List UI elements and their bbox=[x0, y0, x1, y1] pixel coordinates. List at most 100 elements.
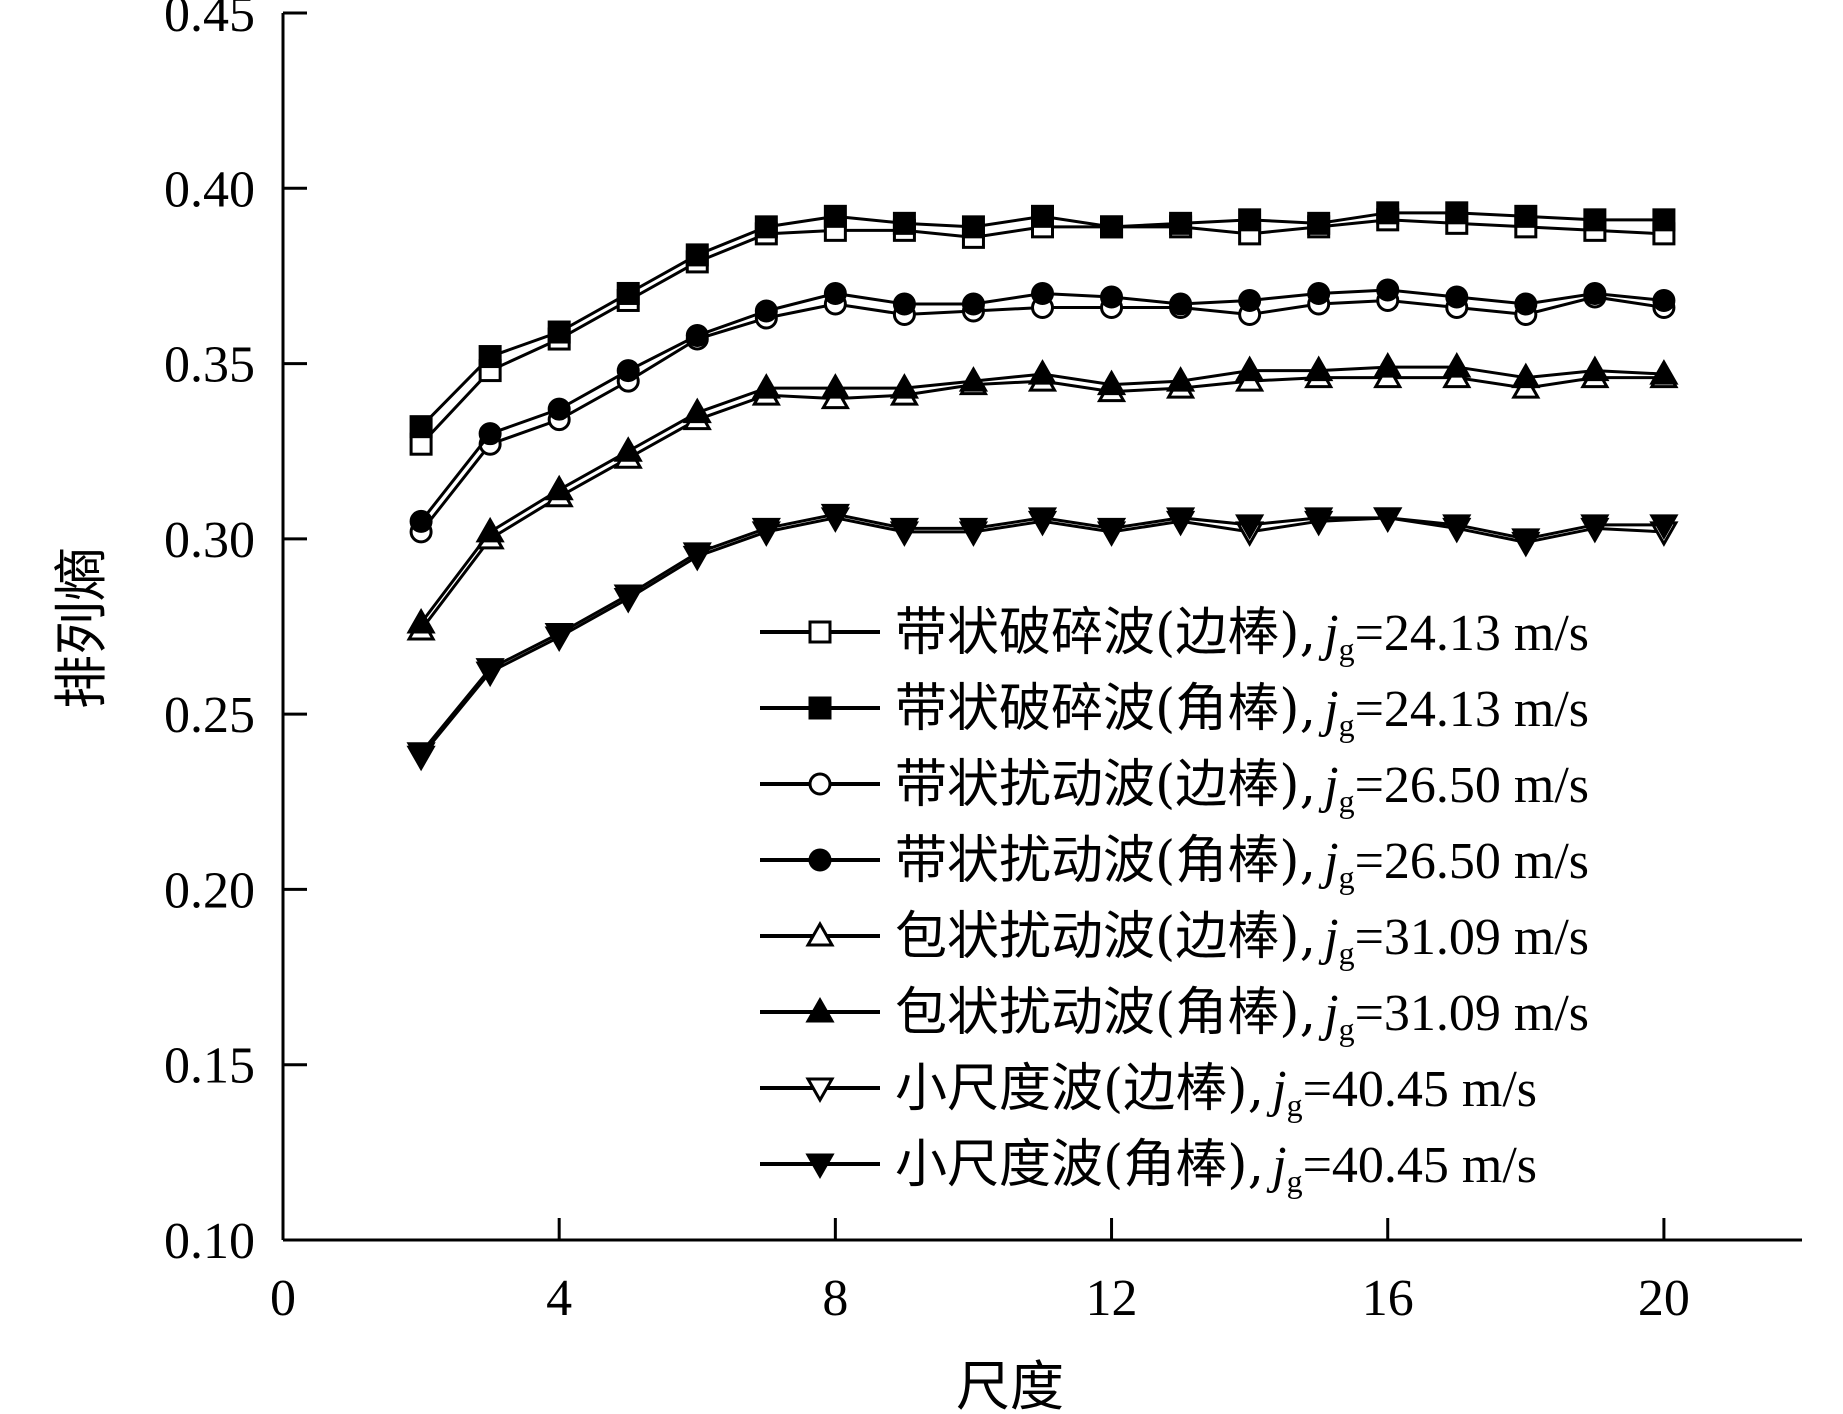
legend-jg-symbol: j bbox=[1318, 681, 1338, 738]
y-tick-label: 0.40 bbox=[164, 161, 255, 218]
legend-series-name: 带状破碎波(角棒), bbox=[895, 679, 1316, 739]
data-point bbox=[478, 345, 502, 369]
legend-item: 包状扰动波(边棒), jg=31.09 m/s bbox=[760, 907, 1589, 971]
series-line bbox=[419, 376, 1664, 631]
data-point bbox=[754, 299, 778, 323]
data-point bbox=[616, 281, 640, 305]
series-line bbox=[419, 295, 1665, 533]
data-point bbox=[1096, 517, 1127, 544]
legend-series-name: 带状扰动波(边棒), bbox=[895, 755, 1316, 815]
data-point bbox=[1583, 281, 1607, 305]
y-axis-label: 排列熵 bbox=[50, 547, 113, 709]
series-square-filled bbox=[409, 201, 1676, 439]
data-point bbox=[1376, 278, 1400, 302]
data-point bbox=[682, 397, 712, 424]
data-point bbox=[1442, 352, 1472, 378]
data-point bbox=[1031, 281, 1054, 305]
legend-jg-subscript: g bbox=[1339, 935, 1355, 971]
series-layer bbox=[406, 201, 1679, 772]
legend-label: 带状扰动波(边棒), jg=26.50 m/s bbox=[895, 755, 1589, 819]
data-point bbox=[1238, 288, 1262, 312]
data-point bbox=[1169, 211, 1193, 235]
legend-series-name: 包状扰动波(角棒), bbox=[895, 983, 1316, 1043]
legend-jg-symbol: j bbox=[1318, 985, 1338, 1042]
legend-jg-value: =24.13 m/s bbox=[1355, 681, 1589, 738]
data-point bbox=[961, 215, 985, 239]
data-point bbox=[685, 324, 709, 348]
legend-item: 带状扰动波(角棒), jg=26.50 m/s bbox=[760, 831, 1589, 895]
series-triangle-up-filled bbox=[406, 352, 1679, 634]
series-line bbox=[420, 211, 1664, 428]
legend-label: 包状扰动波(边棒), jg=31.09 m/s bbox=[895, 907, 1589, 971]
x-tick-label: 16 bbox=[1362, 1270, 1414, 1327]
x-tick-label: 8 bbox=[822, 1270, 848, 1327]
legend-item: 小尺度波(边棒), jg=40.45 m/s bbox=[760, 1059, 1537, 1123]
x-tick-label: 12 bbox=[1086, 1270, 1138, 1327]
data-point bbox=[1373, 507, 1403, 533]
data-point bbox=[613, 436, 643, 462]
data-point bbox=[1238, 208, 1262, 232]
legend-jg-symbol: j bbox=[1318, 909, 1338, 966]
legend-jg-value: =24.13 m/s bbox=[1355, 605, 1589, 662]
data-point bbox=[1376, 201, 1400, 225]
legend-series-name: 小尺度波(角棒), bbox=[895, 1135, 1264, 1195]
legend-jg-subscript: g bbox=[1339, 859, 1355, 895]
series-square-open bbox=[409, 208, 1676, 456]
legend-marker bbox=[805, 996, 835, 1023]
legend-jg-value: =40.45 m/s bbox=[1303, 1061, 1537, 1118]
data-point bbox=[1652, 208, 1676, 232]
data-point bbox=[1649, 514, 1679, 540]
data-point bbox=[892, 211, 916, 235]
data-point bbox=[823, 281, 847, 305]
legend-jg-symbol: j bbox=[1318, 757, 1338, 814]
data-point bbox=[406, 607, 436, 634]
legend-jg-subscript: g bbox=[1339, 707, 1355, 743]
legend-series-name: 带状破碎波(边棒), bbox=[895, 603, 1316, 663]
legend-item: 小尺度波(角棒), jg=40.45 m/s bbox=[760, 1135, 1537, 1199]
legend-jg-value: =26.50 m/s bbox=[1355, 757, 1589, 814]
data-point bbox=[1373, 352, 1403, 378]
data-point bbox=[961, 292, 985, 316]
data-point bbox=[958, 517, 989, 544]
legend-jg-symbol: j bbox=[1266, 1137, 1286, 1194]
data-point bbox=[475, 658, 505, 684]
y-tick-label: 0.20 bbox=[164, 862, 255, 919]
legend-jg-symbol: j bbox=[1266, 1061, 1286, 1118]
data-point bbox=[820, 373, 850, 399]
x-tick-label: 4 bbox=[546, 1270, 572, 1327]
legend-marker bbox=[805, 920, 835, 947]
x-tick-label: 0 bbox=[270, 1270, 296, 1327]
data-point bbox=[613, 584, 643, 610]
series-line bbox=[419, 218, 1664, 446]
legend-jg-value: =40.45 m/s bbox=[1303, 1137, 1537, 1194]
data-point bbox=[409, 509, 433, 533]
data-point bbox=[1235, 355, 1265, 382]
data-point bbox=[1580, 514, 1610, 540]
legend-jg-symbol: j bbox=[1318, 833, 1338, 890]
data-point bbox=[1307, 281, 1331, 305]
axes: 0.10 0.15 0.20 0.25 0.30 0.35 0.40 0.45 0 4 8 12 16 2… bbox=[164, 0, 1802, 1327]
data-point bbox=[1652, 288, 1676, 312]
legend-jg-subscript: g bbox=[1339, 783, 1355, 819]
data-point bbox=[751, 373, 781, 399]
y-tick-label: 0.35 bbox=[164, 337, 255, 394]
data-point bbox=[406, 742, 436, 768]
legend-item: 带状破碎波(角棒), jg=24.13 m/s bbox=[760, 679, 1589, 743]
data-point bbox=[682, 542, 712, 568]
legend-jg-value: =31.09 m/s bbox=[1355, 985, 1589, 1042]
series-triangle-up-open bbox=[406, 362, 1679, 641]
data-point bbox=[547, 320, 571, 344]
data-point bbox=[478, 422, 502, 446]
legend-marker bbox=[808, 848, 832, 872]
series-circle-open bbox=[409, 285, 1676, 544]
data-point bbox=[823, 204, 847, 228]
data-point bbox=[475, 516, 505, 543]
data-point bbox=[1445, 201, 1469, 225]
legend-label: 包状扰动波(角棒), jg=31.09 m/s bbox=[895, 983, 1589, 1047]
data-point bbox=[547, 397, 571, 421]
data-point bbox=[1583, 208, 1607, 232]
series-triangle-down-filled bbox=[406, 503, 1679, 768]
data-point bbox=[1100, 215, 1124, 239]
data-point bbox=[1580, 355, 1610, 382]
data-point bbox=[1511, 528, 1541, 554]
